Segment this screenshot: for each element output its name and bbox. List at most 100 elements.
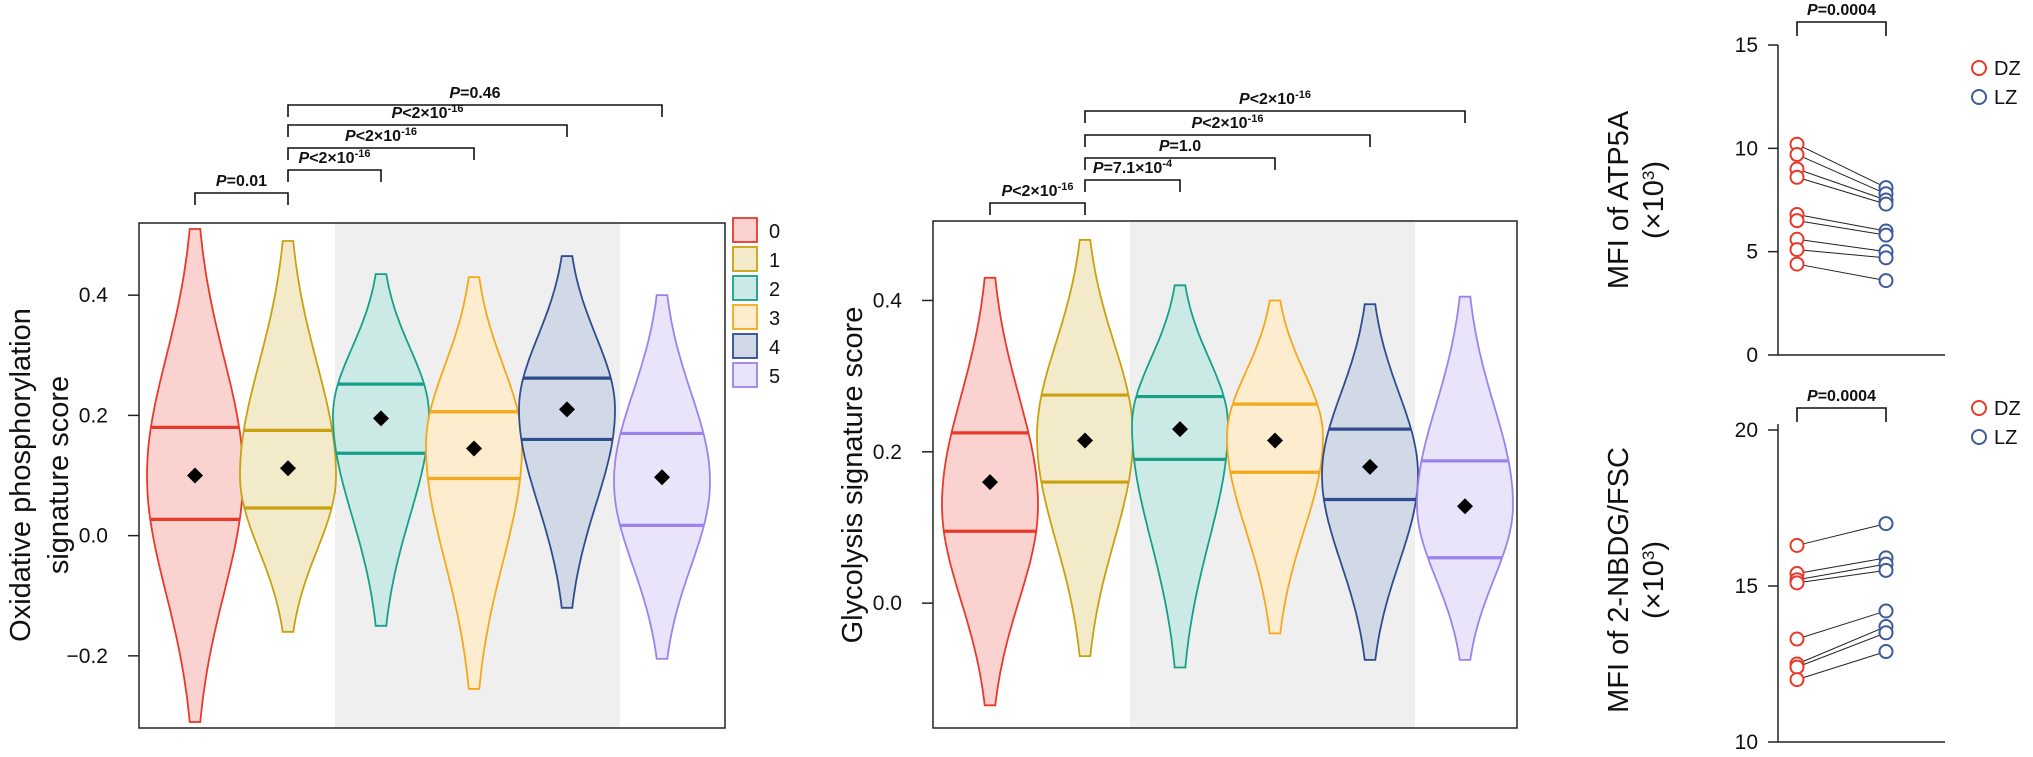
plot-frame (138, 222, 726, 729)
violin-cluster-0 (941, 276, 1039, 707)
y-tick-label: 5 (1746, 241, 1758, 264)
violin-cluster-0 (146, 228, 244, 723)
p-exponent: -16 (401, 126, 417, 138)
y-axis-ticks: 15 10 5 0 (1735, 34, 1778, 367)
legend-marker (1971, 429, 1987, 445)
significance-bracket: P=0.0004 (1796, 388, 1887, 422)
violin-body (518, 255, 616, 609)
violin-body (1321, 303, 1419, 661)
legend-item-5: 5 (732, 362, 780, 388)
dz-point (1789, 672, 1805, 688)
p-value: =0.46 (460, 85, 501, 102)
comparison-1-vs-4: P<2×10-16 (287, 103, 568, 137)
violin-body (1131, 284, 1229, 669)
legend-item-lz: LZ (1971, 87, 2017, 109)
legend-label: 3 (769, 308, 780, 330)
y-tick-label: 0.0 (79, 525, 108, 548)
legend-item-lz: LZ (1971, 427, 2017, 449)
pair-line (1796, 632, 1887, 668)
y-axis-title: Glycolysis signature score (837, 307, 869, 644)
legend-item-4: 4 (732, 333, 780, 359)
p-symbol: P (1159, 138, 1170, 155)
pair-line (1796, 563, 1887, 581)
legend-swatch (732, 304, 758, 330)
donor-pair (1789, 231, 1894, 260)
violins (941, 238, 1514, 707)
legend-label: 2 (769, 279, 780, 301)
donor-pair (1789, 136, 1894, 196)
dz-point (1789, 659, 1805, 675)
p-value-label: P<2×10-16 (392, 103, 464, 122)
p-symbol: P (1807, 2, 1818, 19)
p-value: <2×10 (1202, 115, 1247, 132)
bracket (1084, 157, 1276, 170)
y-tick-label: 10 (1735, 137, 1758, 160)
p-value-label: P<2×10-16 (1192, 113, 1264, 132)
y-tick-label: 15 (1735, 575, 1758, 598)
bracket (287, 169, 382, 182)
violin-cluster-5 (1416, 295, 1514, 661)
legend-item-dz: DZ (1971, 58, 2021, 80)
legend-marker (1971, 89, 1987, 105)
comparison-1-vs-3: P=1.0 (1084, 138, 1276, 170)
legend-item-dz: DZ (1971, 398, 2021, 420)
pair-line (1796, 651, 1887, 681)
bracket (989, 202, 1086, 215)
y-tick-label: 0.4 (79, 284, 109, 307)
lz-point (1878, 562, 1894, 578)
y-axis-unit-suffix: ) (1638, 161, 1670, 171)
dz-point (1789, 537, 1805, 553)
violin-cluster-1 (239, 240, 337, 633)
violin-cluster-2 (1131, 284, 1229, 669)
pair-line (1796, 569, 1887, 584)
comparison-1-vs-2: P=7.1×10-4 (1084, 158, 1181, 192)
legend-label: DZ (1994, 58, 2021, 80)
legend-marker (1971, 400, 1987, 416)
dz-point (1789, 147, 1805, 163)
violin-cluster-5 (613, 294, 711, 660)
legend-item-0: 0 (732, 217, 780, 243)
p-value-label: P<2×10-16 (345, 126, 417, 145)
violin-body (239, 240, 337, 633)
pair-line (1796, 176, 1887, 205)
mean-marker (1362, 458, 1378, 475)
bracket (1084, 110, 1466, 123)
paired-points (1789, 516, 1894, 688)
pair-line (1796, 263, 1887, 282)
pair-line (1796, 154, 1887, 195)
pair-line (1796, 238, 1887, 253)
p-value-label: P<2×10-16 (299, 148, 371, 167)
legend-swatch (732, 333, 758, 359)
mean-marker (982, 474, 998, 491)
legend-marker (1971, 60, 1987, 76)
legend-label: LZ (1994, 427, 2017, 449)
p-value: =1.0 (1170, 138, 1202, 155)
legend-label: 4 (769, 337, 780, 359)
bracket (1796, 407, 1887, 422)
bracket (1084, 134, 1371, 147)
mean-marker (1457, 498, 1473, 515)
y-axis-unit-prefix: (×10 (1638, 560, 1670, 619)
donor-pair (1789, 516, 1894, 553)
y-axis-title-line2: signature score (43, 376, 75, 574)
violin-cluster-4 (518, 255, 616, 609)
p-value: <2×10 (356, 128, 401, 145)
lz-point (1878, 196, 1894, 212)
p-value: <2×10 (1012, 183, 1057, 200)
violin-body (425, 276, 523, 690)
legend-swatch (732, 275, 758, 301)
p-value: =0.0004 (1818, 2, 1876, 19)
p-value: <2×10 (1250, 91, 1295, 108)
p-symbol: P (1093, 160, 1104, 177)
y-axis-ticks: 20 15 10 (1735, 419, 1778, 754)
y-tick-label: 20 (1735, 419, 1758, 442)
legend-item-1: 1 (732, 246, 780, 272)
mean-marker (559, 401, 575, 418)
y-tick-label: 0.2 (873, 441, 902, 464)
lz-point (1878, 273, 1894, 289)
p-exponent: -16 (1295, 89, 1311, 101)
y-axis-title-line1: MFI of ATP5A (1603, 110, 1635, 289)
donor-pair (1789, 147, 1894, 202)
violin-body (332, 273, 430, 627)
